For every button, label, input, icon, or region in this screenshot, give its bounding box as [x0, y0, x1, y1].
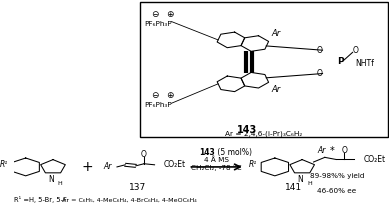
Text: Ar = 2,4,6-(i-Pr)₃C₆H₂: Ar = 2,4,6-(i-Pr)₃C₆H₂	[225, 131, 302, 137]
Text: ⊕: ⊕	[166, 91, 173, 100]
Text: +: +	[81, 160, 93, 174]
Text: CO₂Et: CO₂Et	[163, 160, 186, 169]
Text: Ar: Ar	[318, 146, 326, 155]
Text: N: N	[49, 175, 54, 184]
Text: NHTf: NHTf	[355, 60, 374, 69]
Text: (5 mol%): (5 mol%)	[216, 147, 252, 157]
Text: O: O	[317, 69, 323, 78]
Text: *: *	[330, 146, 335, 156]
Text: 143: 143	[199, 147, 215, 157]
Text: 137: 137	[129, 183, 146, 192]
Text: ⊖: ⊖	[151, 91, 158, 100]
Text: Ar: Ar	[103, 162, 111, 171]
Text: O: O	[341, 146, 347, 155]
Text: CH₂Cl₂, -78 °C: CH₂Cl₂, -78 °C	[191, 165, 242, 171]
Bar	[140, 2, 388, 137]
Text: R¹ =H, 5-Br, 5-F: R¹ =H, 5-Br, 5-F	[15, 196, 67, 203]
Text: R¹: R¹	[249, 160, 257, 169]
Text: 143: 143	[236, 125, 257, 135]
Text: 89-98%% yield: 89-98%% yield	[310, 174, 364, 180]
Text: O: O	[317, 46, 323, 55]
Text: R¹: R¹	[0, 160, 8, 169]
Text: H: H	[307, 181, 312, 186]
Text: PF₆Ph₃P: PF₆Ph₃P	[145, 21, 172, 27]
Text: Ar = C₆H₅, 4-MeC₆H₄, 4-BrC₆H₄, 4-MeOC₆H₄: Ar = C₆H₅, 4-MeC₆H₄, 4-BrC₆H₄, 4-MeOC₆H₄	[62, 197, 197, 202]
Text: ⊕: ⊕	[166, 10, 173, 19]
Text: O: O	[353, 46, 359, 55]
Text: PF₆Ph₃P: PF₆Ph₃P	[145, 102, 172, 108]
Text: N: N	[298, 175, 303, 184]
Text: Ar: Ar	[272, 85, 281, 94]
Text: CO₂Et: CO₂Et	[363, 155, 386, 164]
Text: 46-60% ee: 46-60% ee	[317, 188, 356, 194]
Text: P: P	[337, 57, 344, 66]
Text: O: O	[141, 150, 147, 159]
Text: 141: 141	[285, 183, 302, 192]
Text: Ar: Ar	[272, 29, 281, 38]
Text: ⊖: ⊖	[151, 10, 158, 19]
Text: H: H	[58, 181, 62, 186]
Text: 4 Å MS: 4 Å MS	[204, 156, 229, 163]
